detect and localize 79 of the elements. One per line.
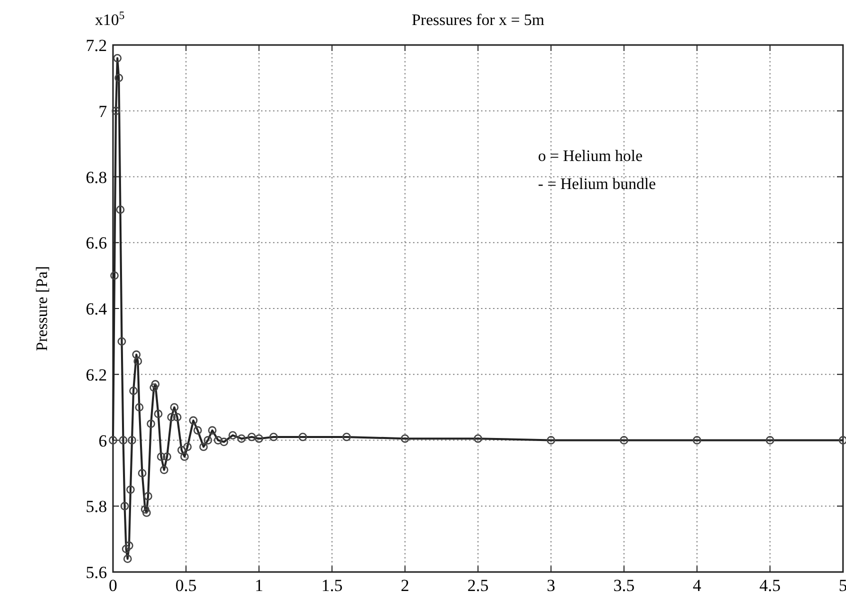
point — [208, 426, 216, 435]
point — [112, 106, 120, 116]
x-tick-label: 1.5 — [321, 576, 343, 595]
point — [474, 434, 482, 443]
annotation: - = Helium bundle — [538, 176, 656, 193]
point — [193, 426, 202, 435]
point — [177, 446, 186, 454]
point — [126, 485, 135, 494]
point — [400, 434, 410, 443]
chart-title: Pressures for x = 5m — [412, 12, 545, 29]
x-tick-label: 4 — [692, 576, 702, 595]
point — [228, 431, 237, 440]
x-tick-label: 0.5 — [175, 576, 197, 595]
point — [118, 337, 126, 346]
y-tick-label: 7.2 — [86, 36, 107, 55]
y-tick-label: 5.8 — [86, 497, 107, 516]
annotation: o = Helium hole — [538, 148, 643, 165]
y-tick-label: 6 — [98, 431, 107, 450]
point — [342, 432, 351, 442]
x-tick-label: 1 — [254, 576, 264, 595]
y-tick-label: 6.6 — [86, 234, 107, 253]
point — [170, 403, 179, 412]
point — [151, 380, 160, 388]
x-tick-label: 2 — [400, 576, 410, 595]
point — [132, 350, 141, 359]
point — [113, 54, 122, 62]
point — [173, 412, 182, 422]
point — [254, 434, 264, 443]
point — [220, 438, 228, 446]
point — [189, 416, 198, 425]
x-tick-label: 4.5 — [759, 576, 781, 595]
point — [120, 502, 129, 510]
point — [298, 432, 308, 442]
point — [214, 436, 222, 444]
point — [129, 386, 138, 396]
y-tick-label: 7 — [98, 102, 108, 121]
point — [162, 452, 172, 461]
point — [199, 442, 208, 452]
point — [237, 434, 246, 443]
point — [135, 403, 144, 412]
point — [114, 74, 124, 82]
point — [620, 436, 628, 444]
point — [140, 505, 150, 514]
point — [766, 436, 774, 444]
point — [123, 554, 132, 564]
point — [692, 436, 702, 444]
point — [183, 442, 192, 452]
text: x10$^{5}$ — [95, 10, 125, 29]
point — [119, 436, 128, 444]
point — [204, 436, 212, 444]
point — [269, 432, 278, 442]
point — [154, 410, 162, 418]
point — [128, 436, 136, 444]
point — [138, 468, 146, 478]
point — [110, 271, 119, 280]
x-tick-label: 2.5 — [467, 576, 489, 595]
point — [146, 420, 156, 428]
y-tick-label: 5.6 — [86, 563, 107, 582]
point — [144, 492, 152, 500]
y-tick-label: 6.8 — [86, 168, 107, 187]
y-tick-label: 6.4 — [86, 300, 108, 318]
point — [150, 383, 158, 392]
point — [156, 452, 166, 461]
point — [122, 544, 130, 554]
point — [180, 452, 189, 461]
point — [838, 436, 846, 444]
point — [142, 508, 151, 517]
y-axis-title: Pressure [Pa] — [34, 266, 51, 351]
x-tick-label: 3 — [546, 576, 556, 595]
point — [247, 432, 256, 442]
point — [546, 436, 556, 444]
x-tick-label: 0 — [108, 576, 118, 595]
point — [134, 356, 142, 366]
point — [124, 541, 134, 550]
x-tick-label: 3.5 — [613, 576, 635, 595]
point — [116, 205, 125, 214]
y-tick-label: 6.2 — [86, 365, 107, 384]
point — [167, 412, 176, 422]
point — [160, 466, 168, 474]
